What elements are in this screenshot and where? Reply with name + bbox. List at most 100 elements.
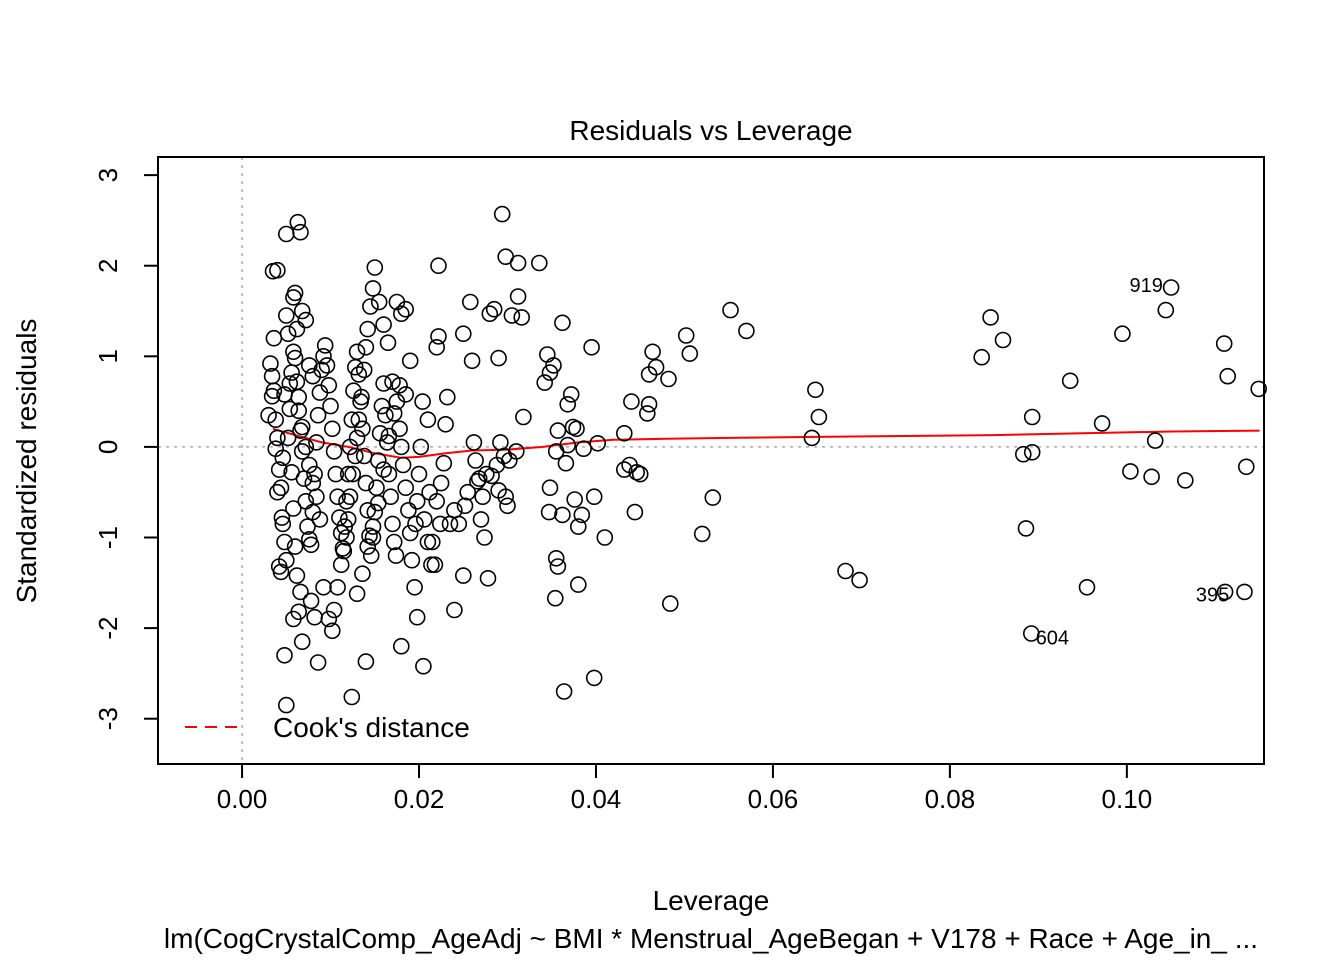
data-point	[338, 529, 355, 546]
data-point	[408, 608, 426, 626]
data-point	[982, 309, 999, 326]
data-point	[1146, 432, 1164, 449]
y-tick-label: -2	[93, 617, 123, 640]
x-tick-label: 0.00	[217, 784, 268, 814]
data-point	[677, 327, 695, 344]
data-point	[722, 301, 739, 319]
data-point	[269, 483, 286, 501]
data-point	[315, 578, 332, 596]
data-point	[566, 491, 584, 508]
data-point	[362, 547, 380, 564]
data-point	[1177, 472, 1194, 489]
data-point	[421, 483, 438, 501]
data-point	[320, 610, 338, 628]
data-point	[500, 452, 518, 469]
data-point	[359, 538, 377, 555]
data-point	[485, 300, 503, 318]
data-point	[557, 454, 575, 472]
data-point	[1143, 468, 1160, 486]
data-point	[293, 302, 311, 320]
data-point	[554, 506, 571, 524]
data-point	[378, 434, 396, 451]
data-point	[530, 254, 548, 272]
data-point	[407, 515, 424, 533]
data-point	[704, 489, 722, 506]
data-point	[334, 540, 352, 557]
data-point	[394, 456, 412, 474]
data-point	[400, 501, 417, 519]
data-point	[644, 343, 661, 361]
data-point	[322, 397, 339, 415]
data-point	[302, 536, 320, 554]
data-point	[994, 331, 1012, 349]
data-point	[476, 529, 493, 546]
data-point	[375, 316, 392, 333]
data-point	[419, 533, 437, 551]
data-point	[412, 438, 430, 456]
data-point	[1157, 301, 1175, 319]
data-point	[640, 395, 658, 413]
data-point	[397, 386, 415, 403]
data-point	[366, 259, 384, 276]
data-point	[459, 483, 477, 501]
data-point	[377, 406, 394, 424]
data-point	[681, 345, 699, 362]
data-point	[410, 465, 428, 483]
data-point	[292, 583, 309, 601]
data-point	[277, 551, 295, 569]
data-point	[304, 503, 322, 521]
data-point	[628, 463, 646, 481]
data-point	[1023, 625, 1040, 642]
data-point	[515, 408, 532, 426]
data-point	[385, 405, 403, 422]
data-point	[299, 518, 316, 535]
x-tick-label: 0.06	[748, 784, 799, 814]
x-tick-label: 0.04	[571, 784, 622, 814]
data-point	[481, 305, 499, 323]
data-point	[803, 429, 821, 447]
data-point	[265, 382, 283, 400]
data-point	[397, 479, 415, 497]
data-point	[293, 443, 311, 460]
data-point	[379, 334, 397, 352]
data-point	[279, 325, 297, 343]
data-point	[384, 515, 401, 533]
data-point	[308, 434, 325, 451]
data-point	[1114, 325, 1131, 343]
x-axis-title: Leverage	[653, 885, 770, 916]
data-point	[346, 447, 364, 465]
data-point	[341, 488, 359, 506]
data-point	[503, 307, 521, 324]
data-point	[438, 388, 456, 406]
y-tick-label: 3	[93, 168, 123, 182]
data-point	[1122, 463, 1139, 480]
data-point	[562, 386, 580, 403]
y-tick-label: 1	[93, 349, 123, 363]
data-point	[693, 525, 711, 543]
data-point	[403, 551, 421, 569]
data-point	[401, 352, 419, 370]
data-point	[375, 375, 392, 392]
data-point	[269, 429, 286, 447]
data-point	[568, 420, 585, 438]
data-point	[318, 357, 336, 374]
data-point	[339, 465, 357, 483]
data-point	[450, 515, 468, 533]
data-point	[549, 422, 567, 439]
data-point	[273, 509, 291, 526]
data-point	[545, 357, 562, 374]
data-point	[596, 529, 614, 546]
data-point	[541, 479, 559, 497]
data-point	[430, 257, 447, 275]
data-point	[302, 592, 320, 610]
data-point	[419, 411, 437, 429]
data-point	[325, 601, 343, 619]
data-point	[446, 601, 463, 619]
data-points	[260, 205, 1267, 714]
data-point	[415, 657, 432, 675]
data-point	[336, 518, 354, 535]
data-point	[316, 337, 334, 354]
data-point	[364, 280, 382, 297]
